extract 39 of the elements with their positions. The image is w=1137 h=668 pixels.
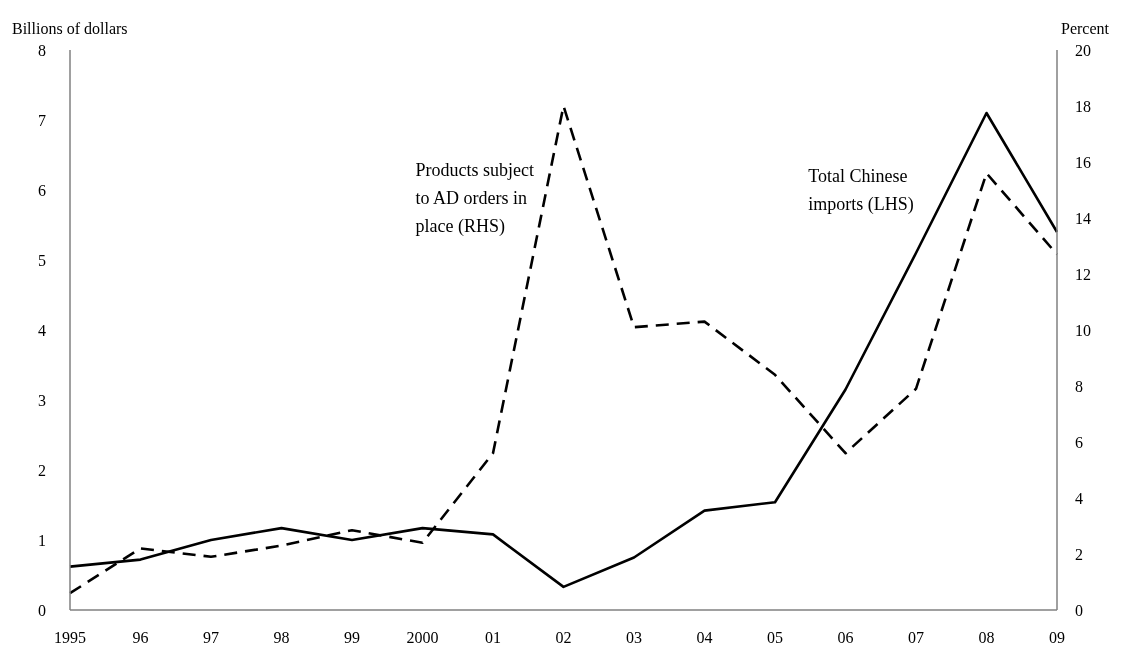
series-label: Total Chinese imports (LHS) bbox=[808, 165, 914, 216]
x-tick-label: 2000 bbox=[406, 629, 439, 647]
x-tick-label: 09 bbox=[1049, 629, 1065, 647]
y2-tick-label: 20 bbox=[1075, 41, 1091, 59]
x-tick-label: 04 bbox=[696, 629, 713, 647]
x-tick-label: 99 bbox=[344, 629, 360, 647]
y-tick-label: 8 bbox=[38, 41, 46, 59]
series-label: Products subject to AD orders in place (RHS) bbox=[415, 159, 534, 239]
y-tick-label: 6 bbox=[38, 181, 46, 199]
x-tick-label: 97 bbox=[203, 629, 219, 647]
y2-tick-label: 2 bbox=[1075, 545, 1083, 563]
y-tick-label: 2 bbox=[38, 461, 46, 479]
y2-tick-label: 12 bbox=[1075, 265, 1091, 283]
y-axis-title: Billions of dollars bbox=[12, 20, 128, 37]
x-tick-label: 05 bbox=[767, 629, 783, 647]
y2-tick-label: 8 bbox=[1075, 377, 1083, 395]
y2-tick-label: 18 bbox=[1075, 97, 1091, 115]
y2-tick-label: 14 bbox=[1075, 209, 1091, 227]
y-tick-label: 5 bbox=[38, 251, 46, 269]
y2-tick-label: 0 bbox=[1075, 601, 1083, 619]
x-tick-label: 06 bbox=[837, 629, 854, 647]
y-tick-label: 7 bbox=[38, 111, 46, 129]
x-tick-label: 1995 bbox=[54, 629, 86, 647]
y2-tick-label: 4 bbox=[1075, 489, 1083, 507]
y2-tick-label: 6 bbox=[1075, 433, 1083, 451]
x-tick-label: 98 bbox=[273, 629, 290, 647]
y2-axis-title: Percent bbox=[1061, 20, 1110, 37]
x-tick-label: 02 bbox=[555, 629, 572, 647]
y2-tick-label: 16 bbox=[1075, 153, 1091, 171]
y-tick-label: 4 bbox=[38, 321, 46, 339]
y-tick-label: 3 bbox=[38, 391, 46, 409]
y-tick-label: 1 bbox=[38, 531, 46, 549]
x-tick-label: 03 bbox=[626, 629, 642, 647]
y-tick-label: 0 bbox=[38, 601, 46, 619]
x-tick-label: 01 bbox=[485, 629, 501, 647]
x-tick-label: 08 bbox=[978, 629, 995, 647]
x-tick-label: 96 bbox=[132, 629, 149, 647]
x-tick-label: 07 bbox=[908, 629, 924, 647]
y2-tick-label: 10 bbox=[1075, 321, 1091, 339]
